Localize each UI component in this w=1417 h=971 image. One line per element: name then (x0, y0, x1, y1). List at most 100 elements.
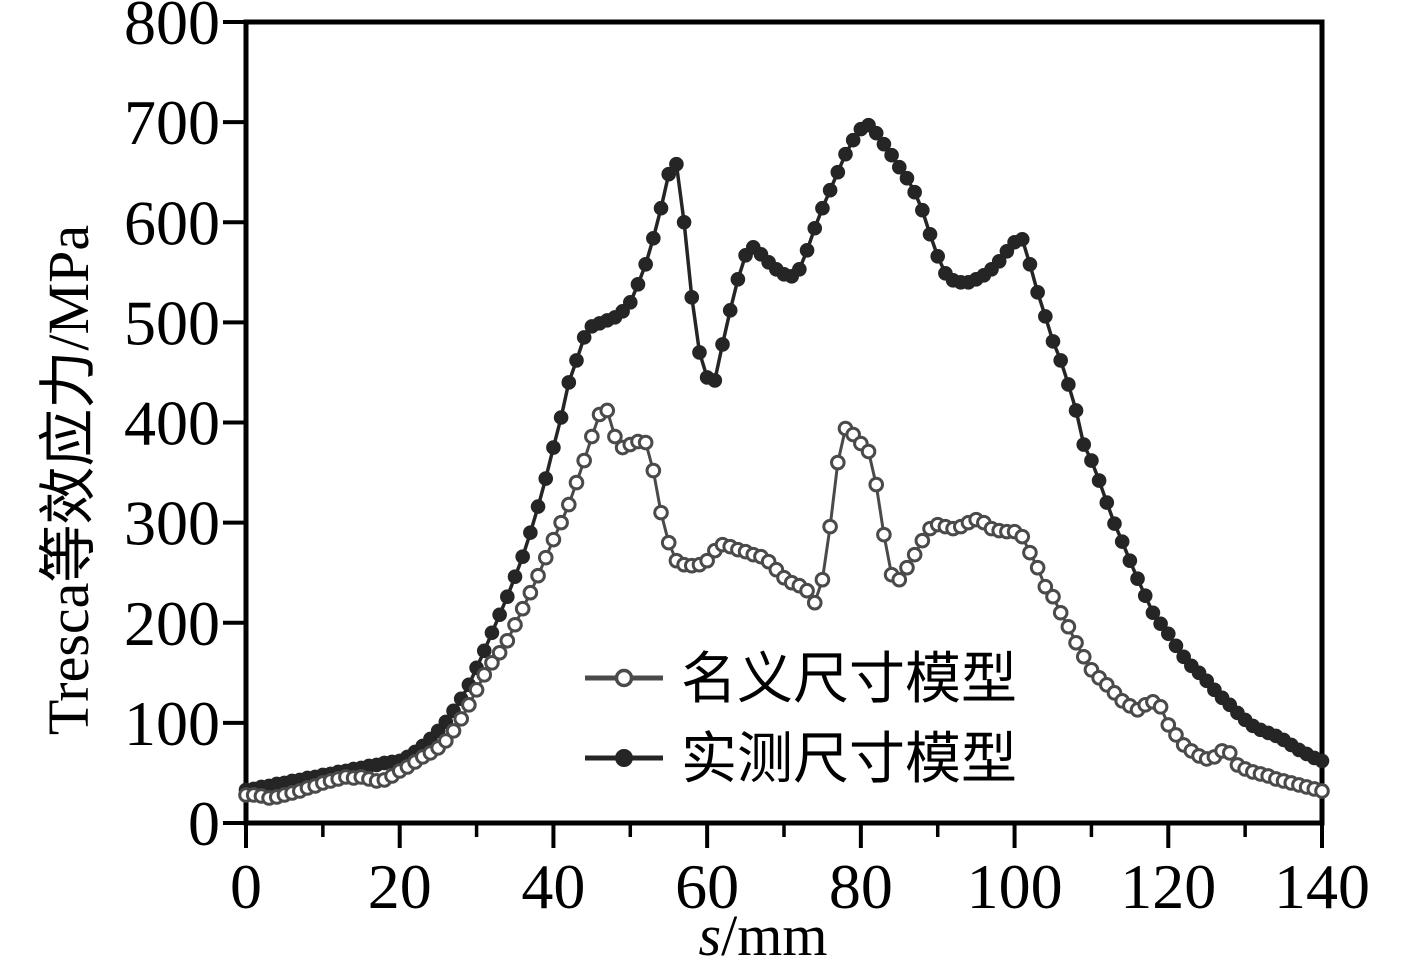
open-circle-marker (1045, 588, 1061, 605)
filled-circle-marker (1068, 403, 1084, 418)
filled-circle-marker (899, 170, 915, 186)
filled-circle-marker (684, 290, 700, 305)
open-circle-marker (1068, 634, 1084, 651)
open-circle-marker (545, 531, 562, 548)
open-circle-marker (438, 733, 454, 749)
open-circle-marker (1022, 544, 1038, 561)
filled-circle-marker (523, 525, 538, 540)
open-circle-marker (822, 518, 838, 535)
filled-circle-marker (507, 569, 523, 584)
filled-circle-marker (815, 200, 830, 216)
filled-circle-marker (1076, 437, 1092, 452)
filled-circle-marker (538, 471, 554, 486)
series-markers-measured (238, 117, 1330, 798)
open-circle-marker (522, 584, 539, 601)
filled-circle-marker (991, 253, 1007, 269)
axis-ticks (223, 20, 1324, 848)
open-circle-marker (514, 600, 531, 617)
filled-circle-marker (1091, 473, 1107, 488)
legend-item-nominal: 名义尺寸模型 (585, 649, 1017, 711)
open-circle-marker (1152, 699, 1169, 715)
open-circle-marker (906, 546, 923, 563)
open-circle-marker (1052, 604, 1069, 621)
y-tick-label: 0 (188, 788, 220, 859)
filled-circle-marker (1014, 231, 1030, 247)
open-circle-marker (491, 644, 508, 661)
x-tick-label: 100 (967, 851, 1063, 922)
data-series (238, 117, 1330, 806)
legend-label-measured: 实测尺寸模型 (681, 729, 1017, 791)
filled-circle-marker (822, 182, 838, 198)
x-tick-label: 20 (368, 851, 432, 922)
open-circle-marker (1160, 717, 1177, 733)
open-circle-marker (699, 552, 715, 569)
filled-circle-marker (1137, 588, 1153, 604)
y-tick-label: 700 (124, 87, 220, 158)
open-circle-marker (653, 504, 669, 521)
open-circle-marker (806, 594, 823, 611)
filled-circle-marker (915, 202, 930, 218)
filled-circle-marker (707, 373, 723, 388)
filled-circle-marker (1130, 571, 1145, 586)
y-tick-label: 800 (124, 0, 220, 58)
filled-circle-marker (692, 345, 707, 360)
filled-circle-marker (830, 164, 846, 180)
filled-circle-marker (792, 262, 807, 277)
open-circle-marker (599, 402, 616, 419)
legend-filled-circle-icon (615, 749, 633, 767)
open-circle-marker (576, 452, 592, 469)
filled-circle-marker (1168, 638, 1184, 654)
open-circle-marker (537, 549, 554, 566)
y-tick-label: 500 (124, 287, 220, 358)
legend-open-circle-icon (614, 668, 634, 688)
filled-circle-marker (1099, 495, 1115, 510)
filled-circle-marker (1061, 377, 1076, 392)
open-circle-marker (1221, 745, 1238, 761)
open-circle-marker (445, 723, 462, 739)
series-markers-nominal (238, 402, 1330, 806)
x-tick-label: 80 (829, 851, 893, 922)
open-circle-marker (868, 476, 885, 493)
filled-circle-marker (561, 375, 577, 390)
filled-circle-marker (730, 272, 746, 287)
open-circle-marker (499, 632, 516, 649)
filled-circle-marker (722, 303, 738, 318)
filled-circle-marker (515, 549, 530, 564)
filled-circle-marker (530, 499, 546, 514)
filled-circle-marker (646, 230, 661, 246)
filled-circle-marker (891, 159, 907, 175)
filled-circle-marker (661, 166, 677, 182)
filled-circle-marker (884, 147, 899, 163)
filled-circle-marker (1122, 553, 1138, 568)
open-circle-marker (476, 667, 493, 683)
filled-circle-marker (1153, 616, 1168, 632)
filled-circle-marker (1084, 453, 1099, 468)
x-tick-label: 120 (1120, 851, 1216, 922)
open-circle-marker (553, 514, 569, 531)
filled-circle-marker (922, 226, 938, 242)
filled-circle-marker (500, 589, 515, 605)
open-circle-marker (561, 496, 577, 513)
filled-circle-marker (1053, 353, 1068, 368)
open-circle-marker (507, 616, 523, 633)
open-circle-marker (660, 534, 677, 551)
axis-tick-labels: 0 20 40 60 80 100 120 140 0 100 200 300 400 500 600 700… (124, 0, 1370, 922)
filled-circle-marker (799, 242, 815, 258)
open-circle-marker (461, 697, 477, 713)
filled-circle-marker (1160, 626, 1176, 642)
open-circle-marker (530, 567, 546, 584)
open-circle-marker (799, 582, 815, 599)
x-axis-title-unit: /mm (721, 903, 827, 968)
filled-circle-marker (1038, 309, 1053, 324)
x-tick-label: 0 (230, 851, 262, 922)
open-circle-marker (814, 571, 831, 588)
y-tick-label: 400 (124, 388, 220, 459)
open-circle-marker (1075, 648, 1092, 665)
open-circle-marker (876, 526, 892, 543)
filled-circle-marker (1314, 753, 1330, 769)
open-circle-marker (891, 571, 908, 588)
y-tick-label: 200 (124, 588, 220, 659)
filled-circle-marker (907, 184, 922, 200)
